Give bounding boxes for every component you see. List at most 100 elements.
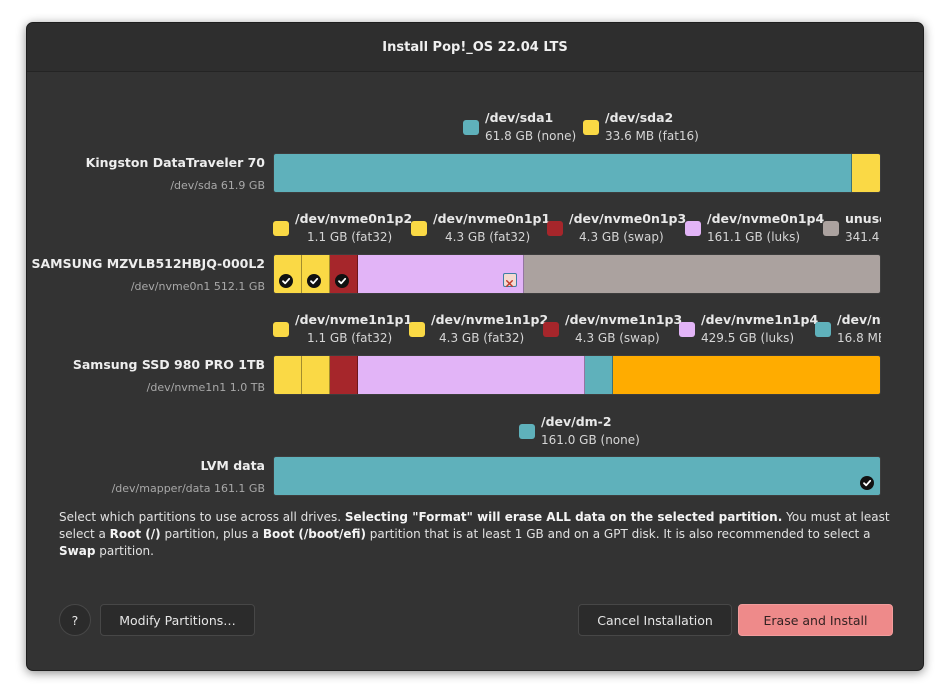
- installer-window: Install Pop!_OS 22.04 LTS /dev/sda1 61.8 …: [26, 22, 924, 671]
- legend-swatch: [519, 424, 535, 439]
- legend-item: unused 341.4 GB: [823, 211, 881, 251]
- disk-name: LVM data: [200, 458, 265, 473]
- legend-swatch: [685, 221, 701, 236]
- legend-item: /dev/sda2 33.6 MB (fat16): [583, 110, 733, 150]
- legend-partition-name: /dev/nvme1n1p4: [701, 312, 819, 327]
- legend-swatch: [273, 322, 289, 337]
- disk-path: /dev/nvme1n1 1.0 TB: [146, 381, 265, 394]
- legend-item: /dev/nvme1n1p1 1.1 GB (fat32): [273, 312, 423, 352]
- disk-name: Kingston DataTraveler 70: [85, 155, 265, 170]
- partition-segment[interactable]: [274, 457, 880, 495]
- info-swap: Swap: [59, 544, 96, 558]
- legend-swatch: [547, 221, 563, 236]
- legend-partition-size: 1.1 GB (fat32): [307, 230, 393, 244]
- partition-legend: /dev/dm-2 161.0 GB (none): [519, 414, 679, 454]
- info-text: You must at least select a: [59, 510, 890, 541]
- partition-segment[interactable]: [524, 255, 880, 293]
- partition-legend: /dev/nvme1n1p1 1.1 GB (fat32) /dev/nvme1n1…: [273, 312, 881, 352]
- legend-partition-size: 4.3 GB (swap): [579, 230, 664, 244]
- info-root: Root (/): [109, 527, 161, 541]
- info-warning: Selecting "Format" will erase ALL data o…: [344, 510, 783, 524]
- legend-swatch: [463, 120, 479, 135]
- info-text: partition.: [95, 544, 154, 558]
- disk-path: /dev/nvme0n1 512.1 GB: [130, 280, 265, 293]
- legend-partition-name: /dev/nvme0n1p2: [295, 211, 413, 226]
- legend-partition-name: /dev/sda1: [485, 110, 554, 125]
- partition-segment[interactable]: [302, 356, 330, 394]
- disk-label: SAMSUNG MZVLB512HBJQ-000L2 /dev/nvme0n1 …: [27, 256, 265, 294]
- legend-partition-size: 61.8 GB (none): [485, 129, 577, 143]
- legend-partition-size: 16.8 MB: [837, 331, 881, 345]
- legend-swatch: [409, 322, 425, 337]
- info-text: partition that is at least 1 GB and on a…: [365, 527, 871, 541]
- legend-swatch: [543, 322, 559, 337]
- legend-item: /dev/nvme1n1p4 429.5 GB (luks): [679, 312, 829, 352]
- legend-item: /dev/nvme0n1p2 1.1 GB (fat32): [273, 211, 423, 251]
- legend-item: /dev/nvme0n1p3 4.3 GB (swap): [547, 211, 697, 251]
- selected-check-icon: [307, 274, 321, 288]
- partition-segment[interactable]: [274, 154, 852, 192]
- legend-partition-size: 429.5 GB (luks): [701, 331, 795, 345]
- partition-legend: /dev/sda1 61.8 GB (none) /dev/sda2 33.6 MB …: [463, 110, 713, 150]
- legend-swatch: [583, 120, 599, 135]
- partition-segment[interactable]: [274, 255, 302, 293]
- legend-partition-name: /dev/dm-2: [541, 414, 612, 429]
- legend-swatch: [823, 221, 839, 236]
- help-button[interactable]: ?: [59, 604, 91, 636]
- window-title: Install Pop!_OS 22.04 LTS: [382, 39, 568, 55]
- legend-partition-size: 161.0 GB (none): [541, 433, 640, 447]
- partition-segment[interactable]: [358, 356, 585, 394]
- partition-segment[interactable]: [585, 356, 613, 394]
- partition-segment[interactable]: [330, 356, 358, 394]
- legend-item: /dev/nvme1n1p5 16.8 MB: [815, 312, 881, 352]
- instructions-text: Select which partitions to use across al…: [59, 509, 904, 560]
- partition-bar: [273, 456, 881, 496]
- legend-partition-name: /dev/sda2: [605, 110, 674, 125]
- legend-swatch: [411, 221, 427, 236]
- disk-name: SAMSUNG MZVLB512HBJQ-000L2: [31, 256, 265, 271]
- partition-bar: [273, 254, 881, 294]
- legend-swatch: [815, 322, 831, 337]
- disk-label: LVM data /dev/mapper/data 161.1 GB: [27, 458, 265, 496]
- title-bar: Install Pop!_OS 22.04 LTS: [27, 23, 923, 72]
- legend-partition-size: 4.3 GB (swap): [575, 331, 660, 345]
- legend-partition-size: 33.6 MB (fat16): [605, 129, 699, 143]
- legend-partition-name: /dev/nvme1n1p2: [431, 312, 549, 327]
- partition-segment[interactable]: [613, 356, 880, 394]
- legend-partition-size: 161.1 GB (luks): [707, 230, 801, 244]
- legend-item: /dev/sda1 61.8 GB (none): [463, 110, 613, 150]
- disk-path: /dev/sda 61.9 GB: [170, 179, 265, 192]
- disk-label: Samsung SSD 980 PRO 1TB /dev/nvme1n1 1.0…: [27, 357, 265, 395]
- partition-segment[interactable]: [302, 255, 330, 293]
- legend-partition-name: /dev/nvme0n1p1: [433, 211, 551, 226]
- legend-partition-size: 4.3 GB (fat32): [445, 230, 531, 244]
- info-text: partition, plus a: [160, 527, 263, 541]
- partition-legend: /dev/nvme0n1p2 1.1 GB (fat32)/dev/nvme0n1…: [273, 211, 881, 251]
- legend-partition-name: unused: [845, 211, 881, 226]
- legend-partition-size: 341.4 GB: [845, 230, 881, 244]
- info-text: Select which partitions to use across al…: [59, 510, 345, 524]
- modify-partitions-button[interactable]: Modify Partitions…: [100, 604, 255, 636]
- partition-segment[interactable]: [358, 255, 524, 293]
- partition-bar: [273, 153, 881, 193]
- cancel-installation-button[interactable]: Cancel Installation: [578, 604, 732, 636]
- legend-partition-name: /dev/nvme0n1p3: [569, 211, 687, 226]
- locked-partition-icon: [503, 273, 517, 287]
- partition-segment[interactable]: [330, 255, 358, 293]
- partition-segment[interactable]: [852, 154, 880, 192]
- legend-swatch: [273, 221, 289, 236]
- erase-and-install-button[interactable]: Erase and Install: [738, 604, 893, 636]
- legend-partition-name: /dev/nvme1n1p5: [837, 312, 881, 327]
- legend-item: /dev/nvme1n1p3 4.3 GB (swap): [543, 312, 693, 352]
- partition-bar: [273, 355, 881, 395]
- disk-label: Kingston DataTraveler 70 /dev/sda 61.9 G…: [27, 155, 265, 193]
- legend-swatch: [679, 322, 695, 337]
- selected-check-icon: [860, 476, 874, 490]
- legend-partition-name: /dev/nvme1n1p3: [565, 312, 683, 327]
- disk-path: /dev/mapper/data 161.1 GB: [111, 482, 265, 495]
- legend-partition-name: /dev/nvme0n1p4: [707, 211, 825, 226]
- partition-segment[interactable]: [274, 356, 302, 394]
- legend-partition-size: 1.1 GB (fat32): [307, 331, 393, 345]
- selected-check-icon: [279, 274, 293, 288]
- legend-item: /dev/dm-2 161.0 GB (none): [519, 414, 669, 454]
